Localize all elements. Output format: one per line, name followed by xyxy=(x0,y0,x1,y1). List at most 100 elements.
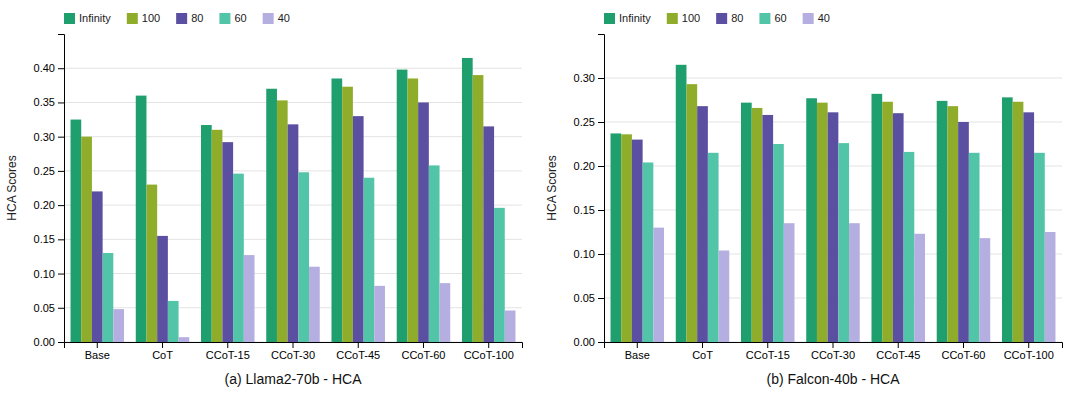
tick-label: CCoT-15 xyxy=(746,349,790,361)
tick-label: 0.25 xyxy=(574,116,595,128)
bar xyxy=(136,96,147,342)
bar xyxy=(762,115,773,342)
tick-mark xyxy=(598,298,604,299)
tick: 0.05 xyxy=(574,292,604,304)
tick-label: 0.20 xyxy=(34,199,55,211)
tick-label: 0.35 xyxy=(34,96,55,108)
tick-label: CCoT-30 xyxy=(811,349,855,361)
tick-mark xyxy=(898,342,899,348)
tick-mark xyxy=(97,342,98,348)
tick-mark xyxy=(58,137,64,138)
chart-title: (a) Llama2-70b - HCA xyxy=(225,371,363,387)
tick: Base xyxy=(625,342,650,361)
tick-mark xyxy=(58,239,64,240)
bar xyxy=(871,94,882,342)
bar xyxy=(643,162,654,342)
legend-item: 60 xyxy=(219,12,246,24)
bar-series xyxy=(653,223,1055,342)
bar xyxy=(331,78,342,342)
bar xyxy=(103,253,114,342)
bar xyxy=(882,102,893,342)
bar xyxy=(113,309,124,342)
bar xyxy=(374,286,385,342)
legend-item: Infinity xyxy=(604,12,651,24)
legend-label: 80 xyxy=(731,12,743,24)
tick-mark xyxy=(162,342,163,348)
tick-mark xyxy=(598,78,604,79)
tick: 0.25 xyxy=(34,165,64,177)
x-axis: BaseCoTCCoT-15CCoT-30CCoT-45CCoT-60CCoT-… xyxy=(605,342,1063,361)
bar xyxy=(483,126,494,342)
tick: 0.25 xyxy=(574,116,604,128)
chart-title: (b) Falcon-40b - HCA xyxy=(766,371,900,387)
bar xyxy=(222,142,233,342)
legend-swatch xyxy=(64,13,75,24)
bar xyxy=(353,116,364,342)
tick-mark xyxy=(598,122,604,123)
bar-series xyxy=(113,255,515,342)
axis-line xyxy=(598,35,605,343)
tick-mark xyxy=(702,342,703,348)
bar xyxy=(92,191,103,342)
legend-item: 40 xyxy=(803,12,830,24)
tick-mark xyxy=(293,342,294,348)
bar xyxy=(697,106,708,342)
tick-label: 0.05 xyxy=(34,302,55,314)
tick-label: CCoT-100 xyxy=(464,349,514,361)
tick: 0.30 xyxy=(574,72,604,84)
bar-series xyxy=(643,143,1045,342)
bar-series xyxy=(71,58,473,342)
bar-series xyxy=(621,84,1023,342)
tick-mark xyxy=(963,342,964,348)
bar xyxy=(849,223,860,342)
tick-label: CCoT-60 xyxy=(941,349,985,361)
bar xyxy=(914,234,925,342)
tick-mark xyxy=(637,342,638,348)
bar xyxy=(828,112,839,342)
tick: CCoT-60 xyxy=(941,342,985,361)
tick: CCoT-15 xyxy=(206,342,250,361)
bar xyxy=(244,255,255,342)
tick-label: 0.10 xyxy=(34,268,55,280)
tick-mark xyxy=(598,254,604,255)
tick: 0.15 xyxy=(574,204,604,216)
bar xyxy=(407,78,418,342)
tick: CCoT-100 xyxy=(464,342,514,361)
tick-mark xyxy=(598,166,604,167)
bar xyxy=(741,103,752,342)
tick-mark xyxy=(58,205,64,206)
tick-mark xyxy=(1028,342,1029,348)
tick-mark xyxy=(598,342,604,343)
legend-item: 100 xyxy=(127,12,160,24)
legend-label: Infinity xyxy=(619,12,651,24)
bar xyxy=(969,153,980,342)
legend-item: Infinity xyxy=(64,12,111,24)
y-axis: 0.000.050.100.150.200.250.30 xyxy=(574,35,605,349)
legend-swatch xyxy=(604,13,615,24)
legend-label: 40 xyxy=(818,12,830,24)
bar xyxy=(752,108,763,342)
tick: 0.40 xyxy=(34,62,64,74)
tick-mark xyxy=(227,342,228,348)
tick-label: CCoT-45 xyxy=(876,349,920,361)
tick-mark xyxy=(598,210,604,211)
bar xyxy=(708,153,719,342)
tick-label: 0.15 xyxy=(574,204,595,216)
tick: CCoT-45 xyxy=(876,342,920,361)
tick: CoT xyxy=(152,342,173,361)
tick-mark xyxy=(58,68,64,69)
bar xyxy=(893,113,904,342)
bar xyxy=(298,172,309,342)
tick: 0.10 xyxy=(574,248,604,260)
legend-label: 80 xyxy=(191,12,203,24)
tick: 0.05 xyxy=(34,302,64,314)
grid-line xyxy=(604,78,1062,79)
legend-item: 40 xyxy=(263,12,290,24)
tick: 0.20 xyxy=(34,199,64,211)
y-axis: 0.000.050.100.150.200.250.300.350.40 xyxy=(34,35,65,349)
legend-label: 100 xyxy=(142,12,160,24)
legend-label: 40 xyxy=(278,12,290,24)
bar xyxy=(904,152,915,342)
bar xyxy=(980,238,991,342)
bar-series xyxy=(103,165,505,342)
